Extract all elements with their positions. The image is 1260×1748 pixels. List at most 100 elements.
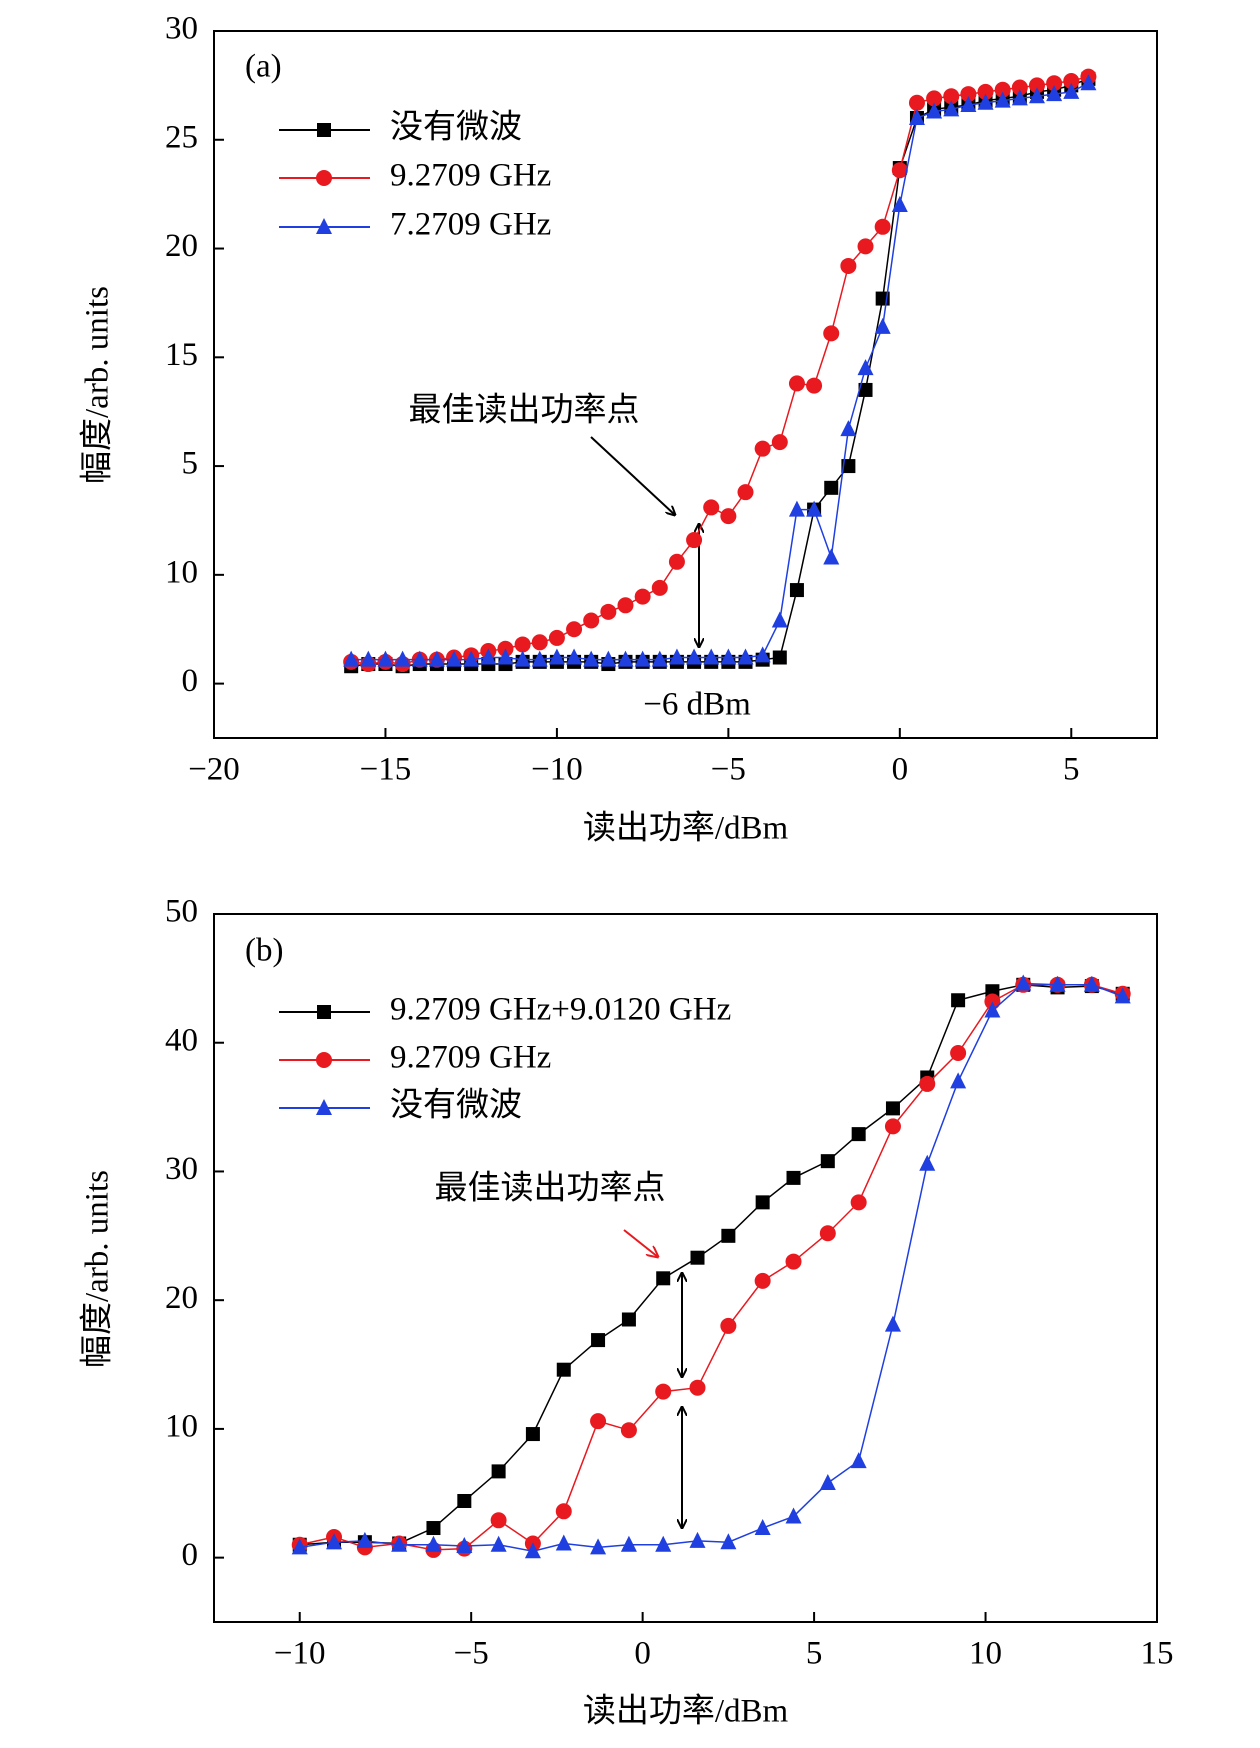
y-tick-label: 0 [182, 1537, 199, 1573]
x-tick-label: 5 [806, 1636, 823, 1672]
x-tick-label: −5 [711, 752, 746, 788]
marker [950, 1045, 967, 1062]
marker [490, 1512, 507, 1529]
y-axis-label: 幅度/arb. units [79, 286, 116, 484]
marker [590, 1538, 607, 1555]
marker [291, 1538, 308, 1555]
series-line [299, 982, 1123, 1552]
marker [785, 1507, 802, 1524]
marker [820, 1154, 835, 1169]
marker [555, 1503, 572, 1520]
marker [926, 102, 943, 119]
marker [651, 579, 668, 596]
x-axis-label: 读出功率/dBm [583, 810, 789, 847]
marker [737, 484, 754, 501]
marker [425, 1535, 442, 1552]
marker [360, 650, 377, 667]
marker [326, 1533, 343, 1550]
marker [841, 459, 856, 474]
marker [823, 325, 840, 342]
legend-marker [316, 170, 332, 186]
annotation: 最佳读出功率点 [409, 392, 640, 429]
marker [651, 650, 668, 667]
y-tick-label: 30 [165, 11, 198, 47]
legend-marker [317, 123, 331, 137]
annotation: (b) [245, 933, 283, 969]
marker [977, 93, 994, 110]
marker [428, 650, 445, 667]
marker [621, 1312, 636, 1327]
marker [788, 375, 805, 392]
marker [994, 81, 1011, 98]
marker [823, 548, 840, 565]
marker [600, 650, 617, 667]
marker [356, 1531, 373, 1548]
marker [1028, 87, 1045, 104]
marker [686, 648, 703, 665]
marker [984, 1001, 1001, 1018]
marker [819, 1473, 836, 1490]
marker [514, 650, 531, 667]
marker [457, 1493, 472, 1508]
marker [919, 1075, 936, 1092]
marker [950, 1072, 967, 1089]
legend-marker [316, 1099, 332, 1115]
marker [524, 1542, 541, 1559]
marker [600, 603, 617, 620]
y-axis-label: 幅度/arb. units [79, 1170, 116, 1368]
marker [668, 553, 685, 570]
legend-marker [316, 218, 332, 234]
marker [771, 611, 788, 628]
marker [857, 238, 874, 255]
pointer-arrow [590, 436, 675, 515]
marker [668, 648, 685, 665]
marker [583, 650, 600, 667]
marker [857, 359, 874, 376]
x-tick-label: 0 [892, 752, 909, 788]
marker [785, 1253, 802, 1270]
marker [754, 1272, 771, 1289]
marker [858, 382, 873, 397]
marker [984, 993, 1001, 1010]
marker [1080, 74, 1097, 91]
marker [703, 499, 720, 516]
marker [885, 1101, 900, 1116]
marker [874, 218, 891, 235]
marker [655, 1535, 672, 1552]
marker [1063, 73, 1080, 90]
x-tick-label: −5 [454, 1636, 489, 1672]
marker [926, 90, 943, 107]
marker [343, 650, 360, 667]
marker [426, 1521, 441, 1536]
legend-label: 9.2709 GHz [390, 1040, 551, 1076]
marker [411, 650, 428, 667]
pointer-arrow [623, 1229, 658, 1257]
marker [884, 1315, 901, 1332]
marker [1114, 987, 1131, 1004]
marker [789, 583, 804, 598]
marker [850, 1194, 867, 1211]
annotation: −6 dBm [643, 687, 751, 723]
y-tick-label: 5 [182, 446, 199, 482]
marker [634, 588, 651, 605]
legend-label: 9.2709 GHz+9.0120 GHz [390, 992, 731, 1028]
marker [446, 650, 463, 667]
marker [703, 648, 720, 665]
marker [1046, 75, 1063, 92]
marker [720, 648, 737, 665]
marker [824, 480, 839, 495]
marker [391, 1535, 408, 1552]
marker [908, 109, 925, 126]
marker [755, 1195, 770, 1210]
x-tick-label: −10 [274, 1636, 326, 1672]
marker [994, 91, 1011, 108]
marker [591, 1333, 606, 1348]
marker [977, 83, 994, 100]
marker [943, 88, 960, 105]
marker [1015, 974, 1032, 991]
y-tick-label: 10 [165, 1408, 198, 1444]
y-tick-label: 15 [165, 337, 198, 373]
legend-label: 没有微波 [390, 109, 522, 146]
annotation: 最佳读出功率点 [435, 1170, 666, 1207]
